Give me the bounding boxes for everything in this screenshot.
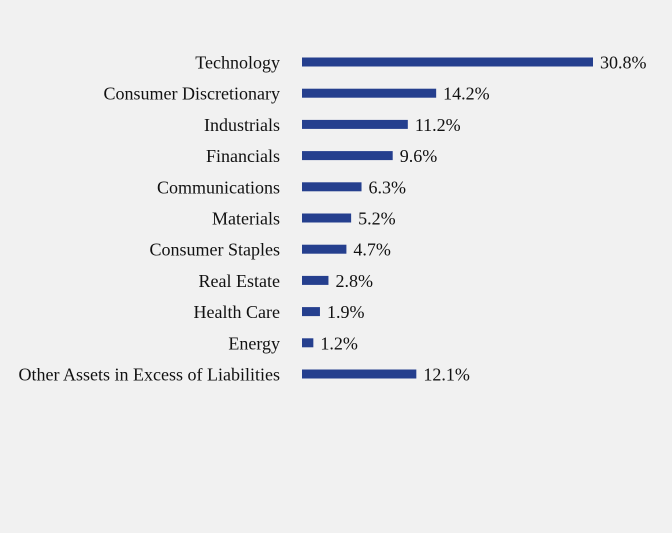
bar	[302, 88, 437, 98]
bar	[302, 151, 393, 161]
category-label: Other Assets in Excess of Liabilities	[19, 365, 280, 385]
bar-row: Health Care 1.9%	[194, 302, 365, 322]
bar	[302, 369, 417, 379]
bar-row: Materials 5.2%	[212, 209, 396, 229]
value-label: 14.2%	[443, 84, 490, 104]
bar	[302, 213, 352, 223]
bar	[302, 57, 593, 67]
category-label: Consumer Discretionary	[104, 84, 280, 104]
category-label: Industrials	[204, 115, 280, 135]
bar	[302, 307, 320, 317]
bar-row: Industrials 11.2%	[204, 115, 461, 135]
category-label: Materials	[212, 209, 280, 229]
category-label: Energy	[228, 333, 280, 353]
category-label: Communications	[157, 177, 280, 197]
bar-row: Communications 6.3%	[157, 177, 406, 197]
value-label: 4.7%	[353, 240, 391, 260]
bar	[302, 182, 362, 192]
category-label: Health Care	[194, 302, 280, 322]
category-label: Real Estate	[199, 271, 280, 291]
value-label: 2.8%	[335, 271, 373, 291]
category-label: Financials	[206, 146, 280, 166]
bar-row: Technology 30.8%	[195, 53, 646, 73]
value-label: 1.9%	[327, 302, 365, 322]
bar-row: Financials 9.6%	[206, 146, 437, 166]
bar	[302, 338, 314, 348]
value-label: 11.2%	[415, 115, 461, 135]
value-label: 5.2%	[358, 209, 396, 229]
bar	[302, 275, 329, 285]
bar-row: Energy 1.2%	[228, 333, 357, 353]
bar-row: Consumer Staples 4.7%	[150, 240, 391, 260]
category-label: Consumer Staples	[150, 240, 281, 260]
value-label: 6.3%	[369, 177, 407, 197]
category-label: Technology	[195, 53, 280, 73]
value-label: 12.1%	[423, 365, 470, 385]
bar	[302, 244, 347, 254]
value-label: 1.2%	[320, 333, 358, 353]
bar	[302, 119, 408, 129]
bar-row: Real Estate 2.8%	[199, 271, 373, 291]
bar-row: Other Assets in Excess of Liabilities 12.…	[19, 365, 470, 385]
value-label: 9.6%	[400, 146, 438, 166]
value-label: 30.8%	[600, 53, 647, 73]
bar-row: Consumer Discretionary 14.2%	[104, 84, 490, 104]
